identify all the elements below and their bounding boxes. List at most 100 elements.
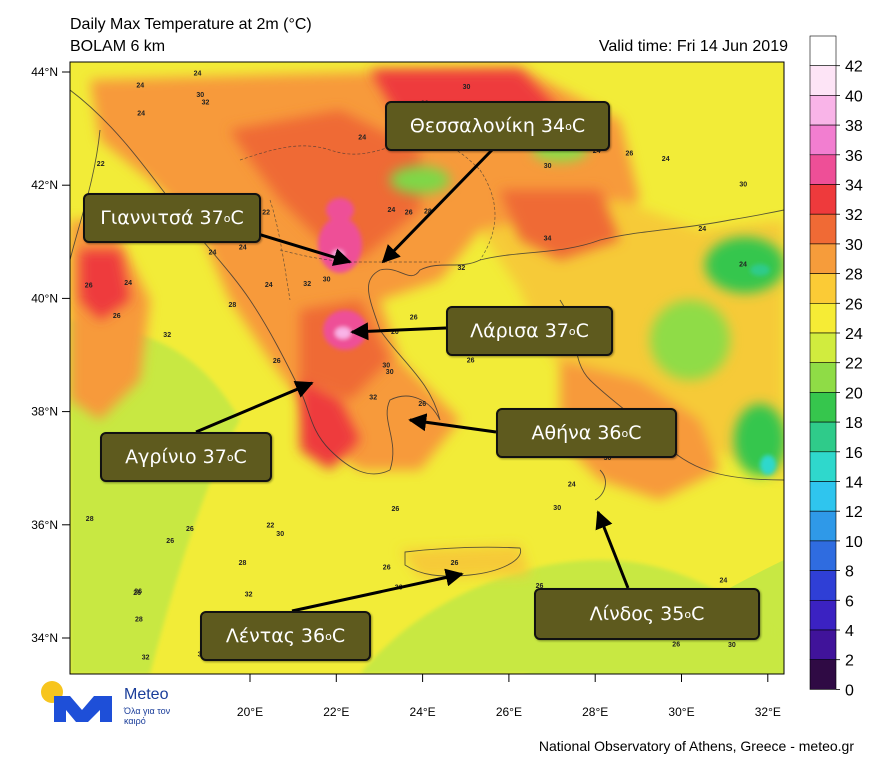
colorbar-label: 22 [845,356,863,373]
city-name: Αθήνα [531,422,592,444]
grid-value: 30 [382,363,390,370]
lon-tick-label: 30°E [668,705,694,719]
longitude-axis: 20°E 22°E 24°E 26°E 28°E 30°E 32°E [237,674,781,719]
colorbar-swatch [809,332,837,364]
colorbar-label: 26 [845,296,863,313]
city-temp: 36 [597,422,622,444]
grid-value: 26 [133,590,141,597]
grid-value: 30 [739,182,747,189]
city-name: Λέντας [225,625,295,647]
colorbar-swatch [809,570,837,601]
grid-value: 30 [196,92,204,99]
colorbar-swatch [809,95,837,126]
colorbar-label: 40 [845,88,863,105]
pointer-arrow [408,413,497,434]
grid-value: 26 [536,583,544,590]
grid-value: 30 [544,163,552,170]
colorbar-label: 14 [845,475,863,492]
lat-tick-label: 34°N [31,631,58,645]
colorbar-label: 38 [845,118,863,135]
colorbar-label: 36 [845,148,863,165]
grid-value: 22 [262,210,270,217]
callout-lentas: Λέντας 36 o C [200,611,371,661]
colorbar-label: 0 [845,682,854,699]
colorbar-swatch [809,540,837,571]
grid-value: 32 [163,332,171,339]
callout-athina: Αθήνα 36 o C [496,408,677,458]
grid-value: 30 [323,277,331,284]
colorbar-swatch [809,65,837,96]
grid-value: 24 [698,226,706,233]
footer-credit: National Observatory of Athens, Greece -… [538,738,854,754]
grid-value: 26 [418,401,426,408]
colorbar-label: 2 [845,653,854,670]
colorbar-label: 18 [845,415,863,432]
grid-value: 26 [451,560,459,567]
grid-value: 28 [239,560,247,567]
grid-value: 32 [458,265,466,272]
temp-unit: C [575,320,589,342]
grid-value: 24 [209,249,217,256]
callout-giannitsa: Γιαννιτσά 37 o C [83,193,261,243]
callout-thessaloniki: Θεσσαλονίκη 34 o C [385,101,610,151]
grid-value: 24 [136,82,144,89]
grid-value: 30 [463,84,471,91]
grid-value: 24 [124,280,132,287]
temp-unit: C [691,603,705,625]
grid-value: 26 [626,151,634,158]
colorbar-label: 10 [845,534,863,551]
colorbar-label: 6 [845,593,854,610]
grid-value: 24 [593,148,601,155]
grid-value: 22 [97,161,105,168]
grid-value: 32 [303,281,311,288]
colorbar-swatch [809,659,837,690]
city-name: Λάρισα [470,320,539,342]
grid-value: 24 [662,156,670,163]
colorbar-swatch [809,510,837,542]
grid-value: 32 [142,654,150,661]
city-temp: 36 [300,625,326,647]
city-temp: 37 [544,320,569,342]
grid-value: 30 [386,369,394,376]
colorbar-swatch [809,362,837,393]
grid-value: 26 [672,641,680,648]
colorbar-label: 30 [845,237,863,254]
lat-tick-label: 42°N [31,178,58,192]
grid-value: 22 [267,522,275,529]
lat-tick-label: 40°N [31,291,58,305]
valid-time: Valid time: Fri 14 Jun 2019 [598,38,788,55]
grid-value: 26 [134,589,142,596]
grid-value: 30 [728,642,736,649]
grid-value: 24 [194,71,202,78]
colorbar-swatch [809,392,837,423]
grid-value: 30 [604,455,612,462]
colorbar-swatch [809,599,837,631]
grid-value: 24 [388,207,396,214]
grid-value: 26 [383,565,391,572]
map-title: Daily Max Temperature at 2m (°C) [70,16,312,33]
grid-value: 26 [467,358,475,365]
temp-unit: C [233,446,247,468]
colorbar-label: 12 [845,504,863,521]
grid-value: 32 [369,395,377,402]
lon-tick-label: 20°E [237,705,263,719]
colorbar-swatch [809,302,837,334]
city-temp: 37 [202,446,227,468]
colorbar-label: 32 [845,207,863,224]
colorbar-label: 24 [845,326,863,343]
grid-value: 26 [405,209,413,216]
lat-tick-label: 36°N [31,518,58,532]
grid-value: 24 [358,134,366,141]
colorbar-swatch [809,243,837,274]
grid-value: 26 [186,526,194,533]
callout-arrows [195,148,630,613]
grid-value: 24 [265,282,273,289]
grid-value: 28 [229,302,237,309]
colorbar-label: 4 [845,623,854,640]
latitude-axis: 44°N 42°N 40°N 38°N 36°N 34°N [31,65,70,645]
pointer-arrow [291,568,464,613]
temp-unit: C [628,422,642,444]
grid-value: 32 [202,100,210,107]
pointer-arrow [195,381,314,434]
